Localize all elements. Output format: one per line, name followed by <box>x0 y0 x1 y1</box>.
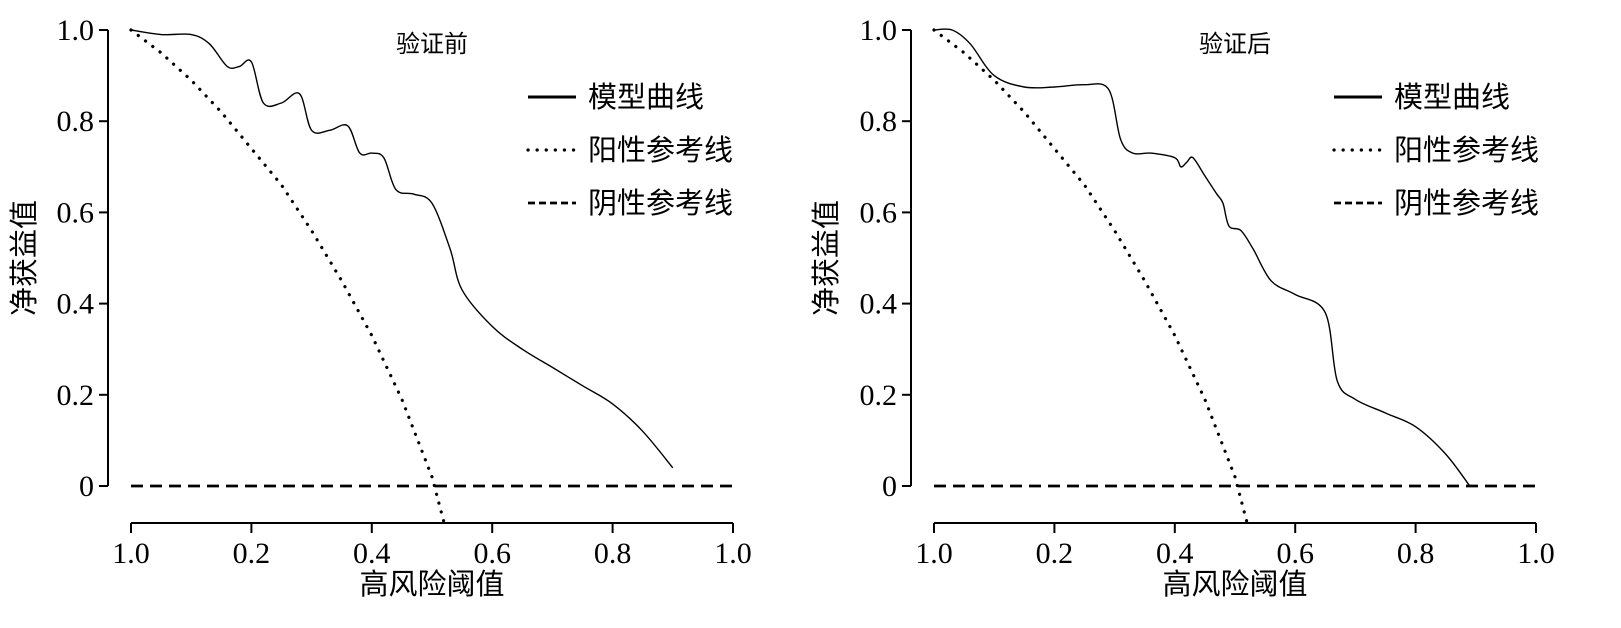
chart-title: 验证前 <box>396 30 468 58</box>
x-tick-label: 0.2 <box>1036 537 1074 570</box>
y-tick-label: 0.2 <box>860 379 898 412</box>
series-line-solid <box>933 28 1471 487</box>
legend-label: 阴性参考线 <box>588 186 733 220</box>
y-tick-label: 0.4 <box>860 288 898 321</box>
x-tick-label: 0.6 <box>473 537 511 570</box>
legend-label: 阳性参考线 <box>588 133 733 167</box>
y-tick-label: 0.6 <box>860 196 898 229</box>
x-tick-label: 1.0 <box>714 537 752 570</box>
y-tick-label: 0.2 <box>57 379 95 412</box>
x-tick-label: 0.8 <box>1397 537 1435 570</box>
series-line-dotted <box>129 28 446 525</box>
chart-before-validation: 0 0.2 0.4 0.6 0.8 1.0 1.0 0.2 0.4 0.6 0.8 1.0 高风险阈值 净… <box>7 14 752 601</box>
series-line-dotted <box>932 28 1249 525</box>
legend-label: 模型曲线 <box>588 80 704 114</box>
y-axis-label: 净获益值 <box>7 200 41 316</box>
x-tick-label: 0.6 <box>1276 537 1314 570</box>
x-tick-label: 1.0 <box>915 537 953 570</box>
x-tick-label: 1.0 <box>1517 537 1555 570</box>
y-tick-label: 0.8 <box>57 105 95 138</box>
x-tick-label: 0.8 <box>594 537 632 570</box>
x-axis-label: 高风险阈值 <box>359 567 504 601</box>
x-tick-label: 1.0 <box>112 537 150 570</box>
x-axis-label: 高风险阈值 <box>1162 567 1307 601</box>
x-tick-label: 0.4 <box>1156 537 1194 570</box>
y-tick-label: 0.4 <box>57 288 95 321</box>
y-tick-label: 1.0 <box>860 14 898 47</box>
legend-label: 阴性参考线 <box>1394 186 1539 220</box>
y-tick-label: 0 <box>79 470 94 503</box>
y-tick-label: 0.8 <box>860 105 898 138</box>
y-axis-label: 净获益值 <box>809 200 843 316</box>
legend-label: 模型曲线 <box>1394 80 1510 114</box>
x-tick-label: 0.2 <box>233 537 271 570</box>
y-tick-label: 0 <box>882 470 897 503</box>
series-line-solid <box>130 29 674 469</box>
x-tick-label: 0.4 <box>353 537 391 570</box>
chart-after-validation: 0 0.2 0.4 0.6 0.8 1.0 1.0 0.2 0.4 0.6 0.8 1.0 高风险阈值 净… <box>809 14 1555 601</box>
legend-label: 阳性参考线 <box>1394 133 1539 167</box>
chart-title: 验证后 <box>1199 30 1271 58</box>
y-tick-label: 1.0 <box>57 14 95 47</box>
y-tick-label: 0.6 <box>57 196 95 229</box>
